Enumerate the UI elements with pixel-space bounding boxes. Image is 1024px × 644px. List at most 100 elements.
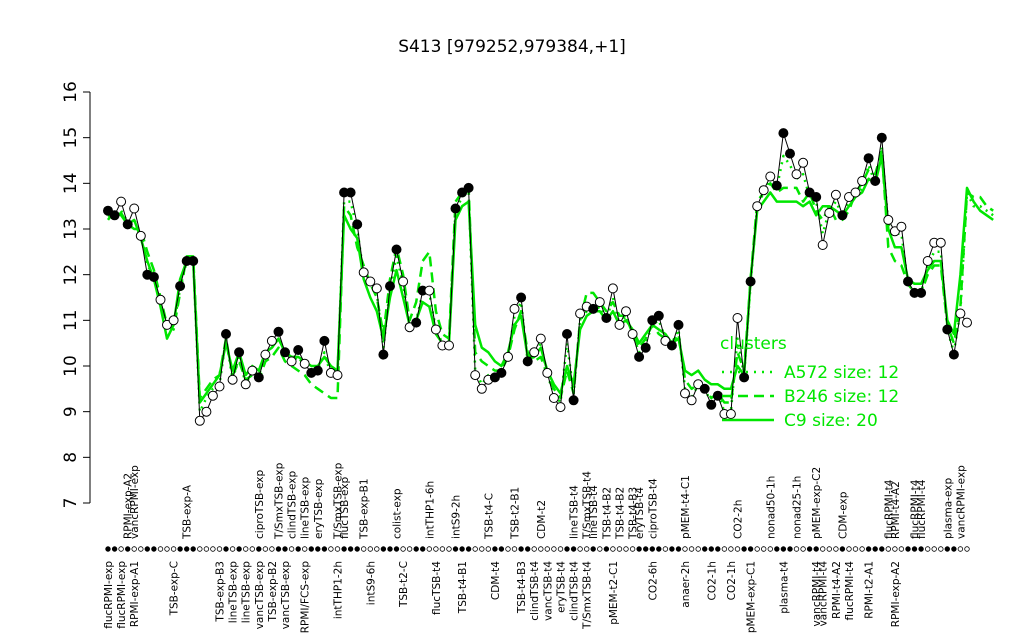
rug-mark bbox=[118, 546, 124, 552]
rug-mark bbox=[269, 546, 275, 552]
data-point bbox=[496, 367, 507, 378]
rug-mark bbox=[761, 546, 767, 552]
rug-mark bbox=[393, 546, 400, 552]
rug-mark bbox=[688, 546, 695, 552]
chart-title: S413 [979252,979384,+1] bbox=[398, 37, 626, 57]
x-label: TSB-exp-C bbox=[169, 561, 181, 616]
data-point bbox=[876, 132, 887, 143]
data-point bbox=[771, 180, 782, 191]
data-point bbox=[194, 415, 205, 426]
x-label: nonad50-1h bbox=[765, 476, 777, 539]
rug-mark bbox=[295, 546, 301, 552]
rug-mark bbox=[334, 546, 341, 552]
data-point bbox=[116, 196, 127, 207]
data-point bbox=[175, 281, 186, 292]
rug-mark bbox=[898, 546, 905, 552]
x-label: eryTSB-t4 bbox=[556, 561, 568, 613]
rug-mark bbox=[557, 546, 564, 552]
data-point bbox=[935, 237, 946, 248]
rug-mark bbox=[347, 546, 354, 552]
x-label: RPMI-t4-A2 bbox=[831, 561, 843, 619]
data-point bbox=[739, 372, 750, 383]
data-point bbox=[725, 409, 736, 419]
data-point bbox=[712, 390, 723, 401]
x-label: TSB-t2-B1 bbox=[510, 487, 522, 540]
y-tick-label: 16 bbox=[61, 81, 81, 103]
data-point bbox=[516, 292, 527, 303]
rug-mark bbox=[452, 546, 459, 552]
data-point bbox=[319, 335, 330, 346]
y-axis: 7 8 9 10 11 12 13 14 15 16 bbox=[61, 81, 91, 509]
x-label: intS9-6h bbox=[365, 561, 377, 605]
y-tick-label: 7 bbox=[61, 498, 81, 509]
data-point bbox=[922, 256, 933, 266]
rug-mark bbox=[216, 546, 223, 552]
x-label: flucRPMI-exp bbox=[103, 561, 115, 629]
rug-mark bbox=[315, 546, 321, 552]
x-label: lineTSB-t4 bbox=[569, 485, 581, 539]
x-label: colist-exp bbox=[392, 488, 404, 539]
rug-mark bbox=[839, 546, 846, 552]
x-label: lineTSB-exp bbox=[300, 476, 312, 539]
rug-mark bbox=[177, 546, 183, 552]
data-point bbox=[234, 347, 245, 358]
data-point bbox=[188, 256, 199, 266]
data-point bbox=[863, 153, 874, 164]
rug-mark bbox=[518, 546, 524, 552]
rug-mark bbox=[151, 546, 157, 552]
rug-mark bbox=[190, 546, 196, 552]
data-point bbox=[411, 317, 422, 328]
rug-mark bbox=[459, 546, 465, 552]
data-point bbox=[568, 395, 579, 406]
x-label: clindTSB-t4 bbox=[529, 561, 541, 621]
data-point bbox=[240, 379, 251, 390]
x-label: vancTSB-exp bbox=[280, 561, 292, 630]
data-point bbox=[653, 310, 664, 321]
rug-mark bbox=[951, 546, 957, 552]
data-point bbox=[870, 176, 881, 186]
x-label: CDM-t2 bbox=[536, 500, 548, 539]
rug-mark bbox=[859, 546, 865, 552]
rug-mark bbox=[610, 546, 616, 552]
data-point bbox=[247, 365, 258, 376]
rug-mark bbox=[623, 546, 629, 552]
rug-mark bbox=[852, 546, 859, 552]
rug-mark bbox=[256, 546, 262, 552]
rug-mark bbox=[367, 546, 373, 552]
x-label: CO2-1h bbox=[706, 561, 718, 600]
legend-entry-b246: B246 size: 12 bbox=[784, 387, 899, 407]
data-point bbox=[129, 203, 140, 214]
rug-mark bbox=[721, 546, 728, 552]
x-label: eryTSB-t4 bbox=[634, 487, 646, 539]
rug-mark bbox=[538, 546, 544, 552]
rug-mark bbox=[492, 546, 498, 552]
rug-mark bbox=[675, 546, 682, 552]
rug-mark bbox=[406, 546, 413, 552]
rug-mark bbox=[892, 546, 898, 552]
rug-mark bbox=[846, 546, 852, 552]
data-point bbox=[621, 306, 631, 317]
data-point bbox=[424, 285, 435, 296]
data-point bbox=[273, 326, 284, 337]
rug-mark bbox=[695, 546, 701, 552]
rug-mark bbox=[433, 546, 439, 552]
x-label: T/SmxTSB-exp bbox=[274, 462, 286, 540]
rug-mark bbox=[465, 546, 472, 552]
data-point bbox=[811, 192, 822, 202]
x-label: CDM-t4 bbox=[490, 561, 502, 600]
rug-mark bbox=[308, 546, 314, 552]
rug-mark bbox=[321, 546, 328, 552]
x-label: RPMI-t4-A2 bbox=[890, 481, 902, 539]
data-point bbox=[450, 203, 461, 214]
data-point bbox=[830, 189, 841, 200]
data-point bbox=[548, 393, 559, 403]
data-point bbox=[535, 333, 546, 344]
data-point bbox=[253, 372, 264, 383]
x-label: flucRPMI-exp bbox=[116, 561, 128, 629]
data-point bbox=[358, 267, 369, 278]
data-point bbox=[627, 329, 638, 339]
rug-mark bbox=[708, 546, 714, 552]
rug-mark bbox=[262, 546, 269, 552]
data-point bbox=[562, 329, 572, 339]
